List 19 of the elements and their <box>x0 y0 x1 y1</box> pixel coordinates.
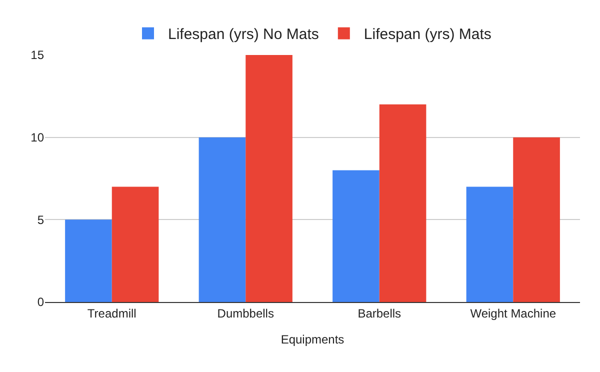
x-tick-label: Weight Machine <box>470 306 556 320</box>
bar <box>332 170 380 302</box>
y-tick-label: 0 <box>37 295 44 310</box>
x-tick-label: Dumbbells <box>217 306 274 320</box>
x-axis-title: Equipments <box>280 332 344 346</box>
x-tick-label: Treadmill <box>87 306 136 320</box>
x-tick-label: Barbells <box>358 306 402 320</box>
bar <box>65 220 112 302</box>
bar <box>246 55 292 302</box>
bar <box>112 186 159 302</box>
legend-label: Lifespan (yrs) No Mats <box>168 26 319 44</box>
legend-label: Lifespan (yrs) Mats <box>364 26 492 44</box>
bar <box>513 137 560 302</box>
y-tick-label: 15 <box>30 48 44 62</box>
bar <box>198 137 246 302</box>
y-tick-label: 5 <box>37 212 44 227</box>
bar <box>466 186 514 302</box>
bar <box>379 104 426 302</box>
y-tick-label: 10 <box>30 130 44 145</box>
